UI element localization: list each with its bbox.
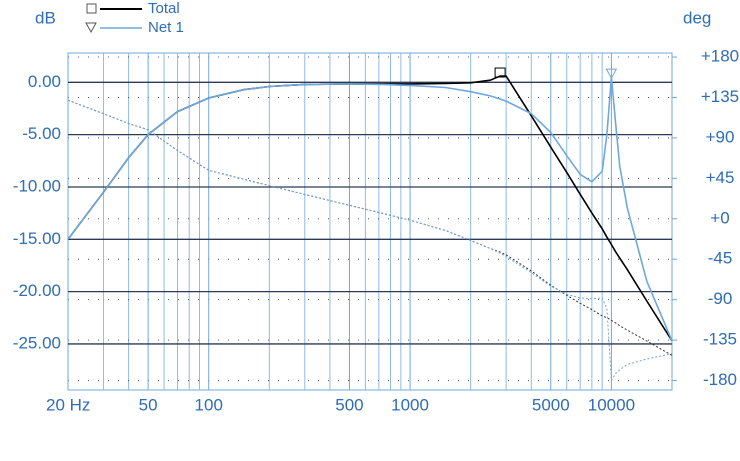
y-tick-label: -15.00	[13, 229, 61, 248]
peak-marker	[605, 68, 618, 80]
y-axis-label: dB	[35, 8, 56, 27]
y2-axis-label: deg	[683, 8, 711, 27]
y2-tick-label: -90	[708, 289, 733, 308]
y2-tick-label: +45	[706, 168, 735, 187]
y-tick-label: -20.00	[13, 281, 61, 300]
y-tick-label: -5.00	[22, 124, 61, 143]
magnitude-line	[67, 77, 673, 342]
x-tick-label: 20 Hz	[46, 395, 90, 414]
y2-tick-label: +135	[701, 87, 739, 106]
y-tick-label: -25.00	[13, 333, 61, 352]
y-tick-label: 0.00	[28, 72, 61, 91]
y2-tick-label: +0	[710, 208, 729, 227]
legend-label: Total	[148, 0, 180, 17]
plot-area	[67, 52, 673, 391]
y2-tick-label: -45	[708, 249, 733, 268]
x-tick-label: 1000	[391, 395, 429, 414]
legend-symbol	[85, 22, 97, 34]
y-tick-label: -10.00	[13, 176, 61, 195]
y2-tick-label: -180	[703, 370, 737, 389]
x-tick-label: 100	[195, 395, 223, 414]
legend-label: Net 1	[148, 19, 184, 36]
x-tick-label: 10000	[588, 395, 635, 414]
peak-marker	[494, 67, 506, 78]
legend-symbol	[86, 3, 97, 14]
x-tick-label: 50	[139, 395, 158, 414]
x-tick-label: 500	[335, 395, 363, 414]
y2-tick-label: +180	[701, 47, 739, 66]
y2-tick-label: -135	[703, 330, 737, 349]
phase-line	[67, 99, 673, 383]
x-tick-label: 5000	[532, 395, 570, 414]
y2-tick-label: +90	[706, 127, 735, 146]
